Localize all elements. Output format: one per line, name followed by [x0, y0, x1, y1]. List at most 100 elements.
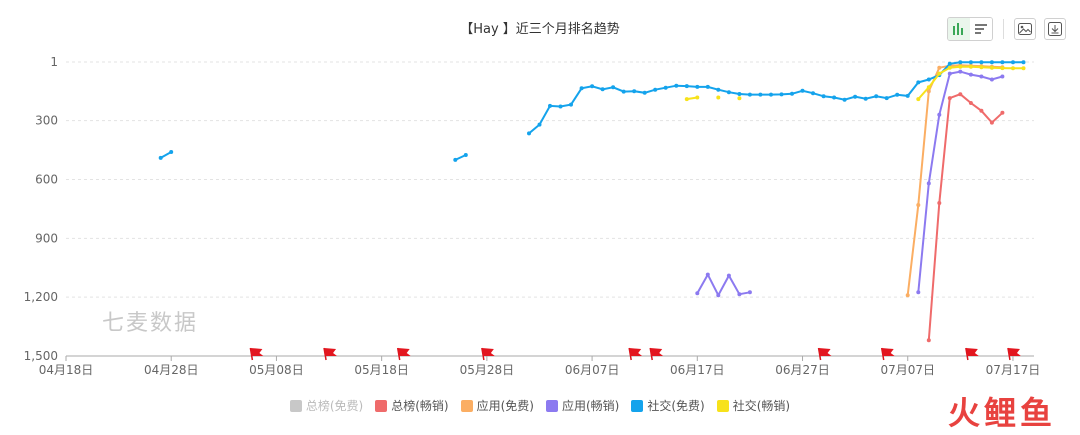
- legend-label: 社交(免费): [647, 399, 705, 413]
- chart-toolbar: [947, 17, 1066, 41]
- data-point: [958, 69, 963, 74]
- data-point: [684, 84, 689, 89]
- data-point: [611, 85, 616, 90]
- series-line: [160, 151, 172, 159]
- event-flag-icon[interactable]: [649, 347, 664, 361]
- data-point: [642, 90, 647, 95]
- data-point: [1021, 66, 1026, 71]
- legend-swatch: [460, 399, 473, 412]
- brand-logo: 火鲤鱼: [947, 394, 1056, 432]
- watermark: 七麦数据: [102, 311, 199, 336]
- toolbar-divider: [1003, 19, 1004, 39]
- download-icon[interactable]: [1044, 18, 1066, 40]
- data-point: [1021, 60, 1026, 65]
- y-tick-label: 600: [35, 172, 58, 186]
- legend-item[interactable]: 总榜(畅销): [375, 397, 449, 414]
- legend-label: 应用(畅销): [562, 399, 620, 413]
- data-point: [853, 94, 858, 99]
- save-image-icon[interactable]: [1014, 18, 1036, 40]
- data-point: [737, 96, 742, 101]
- series-line: [696, 272, 751, 298]
- data-point: [537, 122, 542, 127]
- data-point: [790, 91, 794, 96]
- data-point: [989, 120, 994, 125]
- series-line: [917, 70, 1003, 293]
- legend-swatch: [375, 399, 388, 412]
- data-point: [1000, 74, 1005, 79]
- data-point: [674, 83, 679, 88]
- list-icon[interactable]: [970, 18, 992, 40]
- data-point: [989, 60, 994, 65]
- legend-item[interactable]: 社交(免费): [631, 397, 705, 414]
- data-point: [926, 85, 931, 90]
- series-line: [917, 65, 1024, 100]
- data-point: [979, 60, 984, 65]
- data-point: [695, 291, 700, 296]
- y-tick-label: 1,200: [24, 290, 58, 304]
- data-point: [653, 87, 658, 92]
- data-point: [737, 292, 742, 297]
- data-point: [811, 91, 815, 96]
- data-point: [947, 71, 952, 76]
- x-tick-label: 05月08日: [249, 363, 304, 377]
- data-point: [548, 103, 552, 108]
- data-point: [169, 150, 174, 154]
- data-point: [747, 92, 752, 97]
- data-point: [968, 72, 973, 77]
- data-point: [979, 108, 984, 113]
- event-flag-icon[interactable]: [249, 347, 264, 361]
- event-flag-icon[interactable]: [1007, 347, 1021, 361]
- event-flag-icon[interactable]: [965, 347, 979, 361]
- view-toggle: [947, 17, 993, 41]
- data-point: [453, 157, 458, 162]
- chart-title: 【Hay 】近三个月排名趋势: [460, 22, 620, 37]
- data-point: [916, 80, 921, 85]
- event-flag-icon[interactable]: [481, 347, 495, 361]
- x-tick-label: 06月27日: [775, 363, 830, 377]
- x-tick-label: 04月18日: [39, 363, 94, 377]
- data-point: [758, 92, 763, 97]
- data-point: [569, 102, 573, 107]
- data-point: [800, 88, 805, 93]
- legend-item[interactable]: 应用(免费): [460, 397, 534, 414]
- event-flag-icon[interactable]: [817, 347, 832, 361]
- data-point: [726, 273, 731, 278]
- data-point: [769, 92, 773, 97]
- event-flag-icon[interactable]: [396, 347, 411, 361]
- x-tick-label: 07月07日: [880, 363, 935, 377]
- x-tick-label: 06月07日: [565, 363, 620, 377]
- data-point: [579, 86, 584, 91]
- data-point: [958, 92, 963, 97]
- legend-swatch: [546, 399, 558, 412]
- data-point: [968, 101, 973, 105]
- data-point: [737, 92, 742, 96]
- data-point: [695, 95, 700, 100]
- event-flag-icon[interactable]: [628, 347, 643, 361]
- legend-label: 总榜(畅销): [391, 399, 449, 413]
- data-point: [979, 74, 984, 79]
- data-point: [621, 89, 626, 94]
- data-point: [716, 293, 721, 298]
- data-point: [779, 92, 784, 97]
- event-flag-icon[interactable]: [880, 347, 895, 361]
- data-point: [937, 65, 942, 70]
- data-point: [747, 290, 752, 295]
- data-point: [632, 89, 637, 94]
- y-tick-label: 900: [35, 231, 58, 245]
- data-point: [684, 97, 689, 102]
- event-flag-icon[interactable]: [323, 347, 338, 361]
- legend-item[interactable]: 总榜(免费): [289, 397, 363, 414]
- data-point: [590, 84, 595, 89]
- data-point: [832, 95, 837, 100]
- legend-item[interactable]: 社交(畅销): [716, 397, 790, 414]
- data-point: [863, 96, 868, 101]
- data-point: [916, 290, 921, 295]
- data-point: [947, 96, 952, 101]
- legend-swatch: [631, 399, 644, 412]
- data-point: [1000, 66, 1005, 71]
- data-point: [663, 85, 668, 90]
- y-tick-label: 1: [50, 55, 58, 69]
- legend-item[interactable]: 应用(畅销): [546, 397, 619, 414]
- bar-chart-icon[interactable]: [948, 18, 970, 40]
- x-tick-label: 04月28日: [144, 363, 199, 377]
